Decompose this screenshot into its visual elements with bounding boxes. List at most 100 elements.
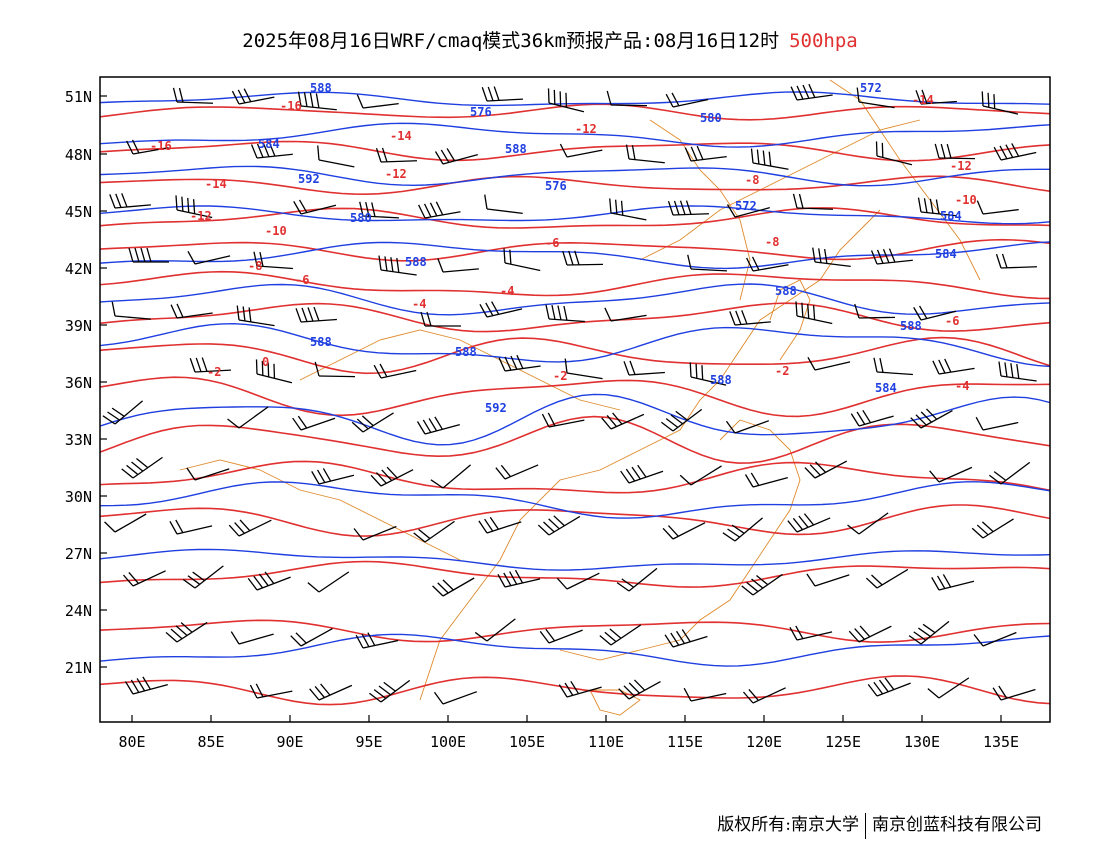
wind-barb bbox=[433, 691, 478, 705]
wind-barb bbox=[812, 247, 851, 268]
wind-barb bbox=[353, 525, 397, 541]
wind-barb bbox=[609, 198, 647, 221]
temperature-contour bbox=[100, 270, 1050, 300]
lon-label: 105E bbox=[509, 733, 545, 751]
geopotential-label: 580 bbox=[700, 111, 722, 125]
lon-label: 125E bbox=[825, 733, 861, 751]
wind-barb bbox=[165, 621, 208, 643]
footer-right: 南京创蓝科技有限公司 bbox=[872, 815, 1042, 835]
temperature-contour bbox=[100, 560, 1050, 588]
boundary-line bbox=[639, 119, 921, 261]
wind-barb bbox=[746, 256, 789, 272]
wind-barb bbox=[182, 565, 224, 589]
geopotential-label: 584 bbox=[935, 247, 957, 261]
temperature-label: -10 bbox=[265, 224, 287, 238]
boundary-line bbox=[419, 209, 881, 701]
wind-barb bbox=[311, 468, 355, 485]
wind-barb bbox=[998, 361, 1037, 382]
wind-barb bbox=[558, 680, 602, 698]
lon-label: 135E bbox=[983, 733, 1019, 751]
wind-barb bbox=[124, 676, 168, 695]
geopotential-contour bbox=[100, 165, 1050, 187]
wind-barb bbox=[616, 567, 658, 592]
lat-label: 33N bbox=[65, 431, 92, 449]
wind-barb bbox=[373, 363, 417, 379]
boundary-layer bbox=[179, 79, 981, 716]
wind-barb bbox=[993, 143, 1037, 161]
wind-barb bbox=[789, 625, 833, 641]
wind-barb bbox=[236, 305, 275, 327]
wind-barb bbox=[679, 465, 722, 486]
lon-label: 80E bbox=[118, 733, 145, 751]
wind-barb bbox=[359, 201, 399, 219]
wind-barb bbox=[660, 408, 703, 432]
temperature-label: -4 bbox=[412, 297, 426, 311]
geopotential-contour bbox=[100, 91, 1050, 107]
wind-barb bbox=[684, 145, 727, 162]
wind-barb bbox=[537, 515, 581, 536]
temperature-label: -16 bbox=[280, 99, 302, 113]
geopotential-label: 588 bbox=[455, 345, 477, 359]
temperature-label: -14 bbox=[390, 129, 412, 143]
footer-credits: 版权所有:南京大学 南京创蓝科技有限公司 bbox=[717, 810, 1042, 839]
wind-barb bbox=[111, 301, 151, 320]
wind-barb bbox=[559, 143, 603, 158]
wind-barb bbox=[790, 83, 833, 101]
lon-label: 95E bbox=[355, 733, 382, 751]
lat-label: 30N bbox=[65, 488, 92, 506]
wind-barb bbox=[620, 464, 664, 484]
temperature-label: -4 bbox=[500, 284, 514, 298]
temperature-contour bbox=[100, 504, 1050, 537]
geopotential-label: 576 bbox=[470, 105, 492, 119]
wind-barb bbox=[917, 197, 957, 217]
wind-barb bbox=[437, 258, 479, 273]
lon-label: 110E bbox=[588, 733, 624, 751]
wind-barb bbox=[750, 148, 789, 170]
wind-barb bbox=[975, 416, 1019, 431]
wind-barb bbox=[172, 87, 214, 104]
geopotential-label: 572 bbox=[860, 81, 882, 95]
wind-barb bbox=[375, 147, 418, 163]
wind-barb bbox=[230, 631, 274, 645]
wind-barb bbox=[934, 143, 976, 160]
wind-barb bbox=[988, 461, 1031, 485]
wind-barb bbox=[601, 412, 645, 430]
wind-barb bbox=[604, 307, 647, 322]
temperature-label: -14 bbox=[205, 177, 227, 191]
wind-barb bbox=[870, 248, 913, 265]
wind-barb bbox=[290, 627, 333, 647]
wind-barb bbox=[228, 519, 272, 537]
temperature-label: -6 bbox=[295, 273, 309, 287]
wind-barb bbox=[297, 91, 337, 111]
chart-title: 2025年08月16日WRF/cmaq模式36km预报产品:08月16日12时 5… bbox=[0, 26, 1100, 53]
wind-barb bbox=[606, 90, 648, 107]
wind-barb bbox=[122, 570, 166, 587]
lat-label: 48N bbox=[65, 146, 92, 164]
geopotential-label: 588 bbox=[405, 255, 427, 269]
wind-barb bbox=[307, 571, 350, 593]
geopotential-label: 588 bbox=[775, 284, 797, 298]
lon-label: 120E bbox=[746, 733, 782, 751]
wind-barb bbox=[539, 628, 583, 644]
wind-barb bbox=[189, 357, 231, 373]
wind-barb bbox=[413, 520, 455, 543]
wind-barb bbox=[351, 412, 394, 433]
wind-barb bbox=[915, 89, 957, 105]
wind-barb bbox=[564, 358, 603, 380]
wind-barb bbox=[992, 685, 1036, 701]
wind-barb bbox=[562, 250, 604, 266]
wind-barb bbox=[689, 362, 727, 386]
geopotential-label: 580 bbox=[350, 211, 372, 225]
wind-barb bbox=[356, 94, 399, 109]
temperature-contour bbox=[100, 376, 1050, 418]
temperature-contour bbox=[100, 140, 1050, 162]
wind-barb bbox=[121, 456, 163, 479]
wind-barb bbox=[227, 406, 269, 429]
wind-barb bbox=[378, 255, 417, 276]
temperature-contour bbox=[100, 103, 1050, 121]
wind-barb bbox=[370, 466, 414, 487]
wind-barb bbox=[169, 519, 213, 535]
wind-barb bbox=[231, 88, 275, 105]
wind-barb bbox=[932, 358, 975, 375]
title-text: 2025年08月16日WRF/cmaq模式36km预报产品:08月16日12时 bbox=[242, 30, 780, 52]
